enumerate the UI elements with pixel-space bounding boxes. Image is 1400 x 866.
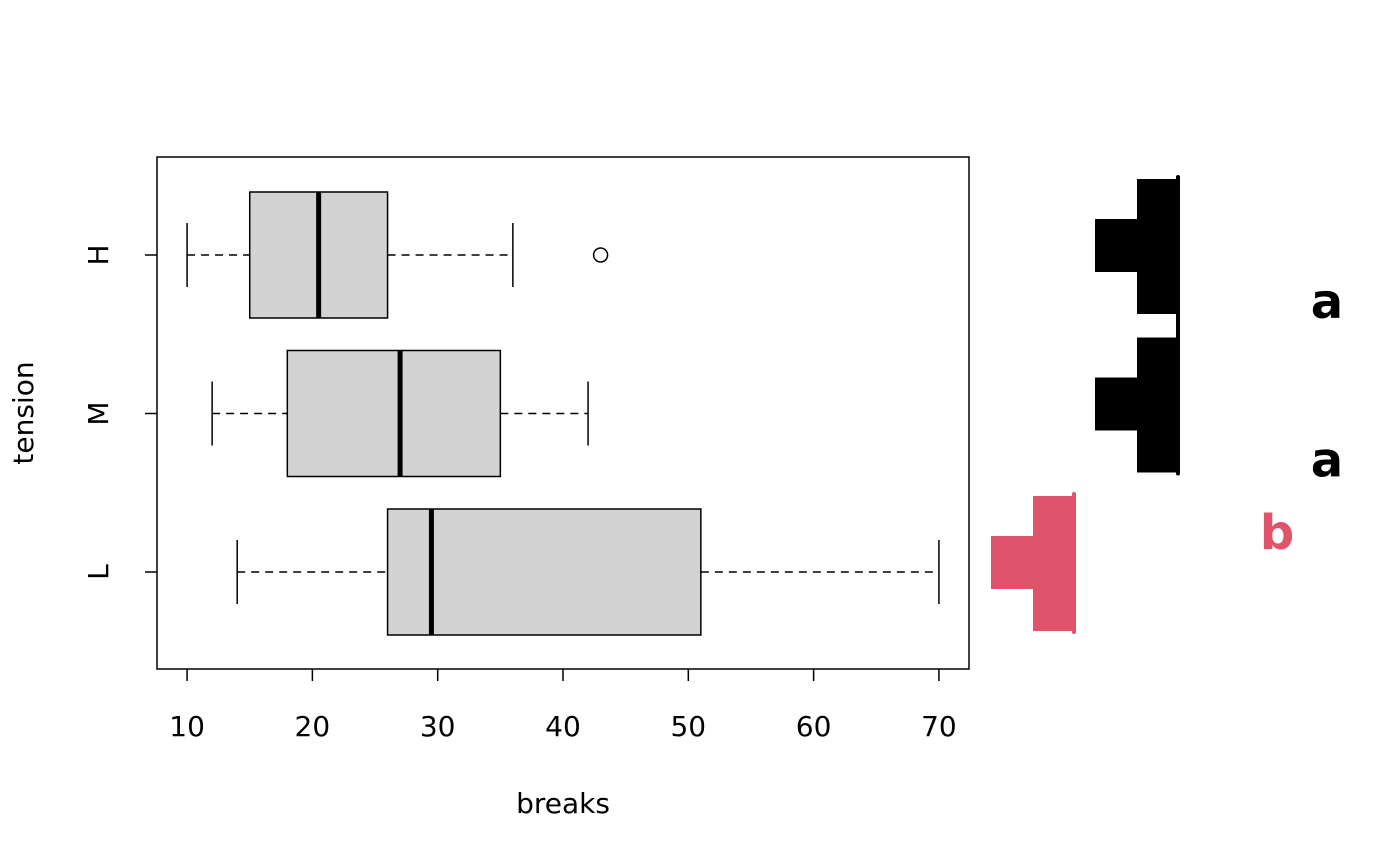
group-glyph bbox=[1095, 377, 1137, 431]
box bbox=[386, 508, 702, 636]
group-glyph bbox=[1137, 337, 1180, 473]
group-glyph bbox=[1137, 179, 1180, 314]
y-tick-label: M bbox=[82, 401, 115, 425]
x-tick-label: 20 bbox=[295, 710, 331, 743]
x-tick-label: 70 bbox=[921, 710, 957, 743]
x-tick-label: 10 bbox=[169, 710, 205, 743]
group-glyph bbox=[1095, 219, 1137, 272]
outlier bbox=[592, 247, 609, 263]
group-letter: a bbox=[1311, 433, 1343, 489]
y-tick-label: H bbox=[82, 244, 115, 265]
box bbox=[286, 349, 502, 478]
x-tick-label: 30 bbox=[420, 710, 456, 743]
x-tick-label: 50 bbox=[670, 710, 706, 743]
group-glyph bbox=[991, 536, 1033, 589]
y-tick-label: L bbox=[82, 564, 115, 580]
group-letter: b bbox=[1260, 505, 1294, 561]
y-axis-label: tension bbox=[7, 361, 40, 464]
x-tick-label: 40 bbox=[545, 710, 581, 743]
x-axis-label: breaks bbox=[516, 787, 610, 820]
group-letter: a bbox=[1311, 274, 1343, 330]
group-glyph bbox=[1033, 496, 1076, 631]
x-tick-label: 60 bbox=[796, 710, 832, 743]
